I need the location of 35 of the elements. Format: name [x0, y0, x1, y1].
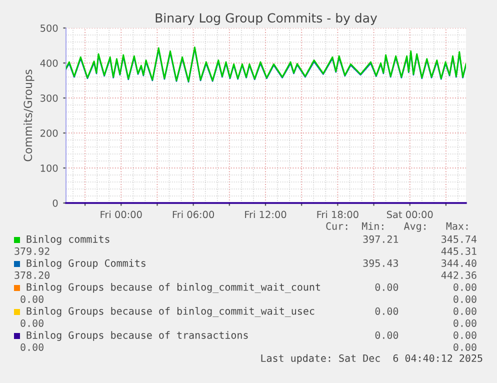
y-tick-label: 0 — [52, 199, 58, 207]
text: 0.00 — [454, 343, 476, 351]
chart-title: Binary Log Group Commits - by day — [156, 12, 378, 26]
text: 0.00 0.00 — [375, 283, 476, 291]
y-tick-label: 200 — [40, 129, 58, 137]
x-tick-label: Fri 18:00 — [317, 210, 358, 218]
y-tick-label: 100 — [40, 164, 58, 172]
text: 0.00 0.00 — [375, 331, 476, 339]
text: Cur: Min: Avg: Max: — [326, 222, 468, 232]
y-tick-label: 400 — [40, 59, 58, 67]
text: 0.00 — [454, 295, 476, 303]
text: 0.00 — [20, 295, 44, 303]
text: 397.21 345.74 — [363, 235, 477, 243]
x-tick-label: Fri 06:00 — [172, 210, 214, 218]
legend-label: Binlog Groups because of binlog_commit_wait_usec — [26, 306, 314, 318]
text: 0.00 0.00 — [375, 307, 476, 315]
y-tick-label: 300 — [40, 94, 58, 102]
text: Last update: Sat Dec 6 04:40:12 2025 — [261, 354, 482, 364]
text: 0.00 — [20, 343, 44, 351]
y-tick-label: 500 — [40, 24, 58, 32]
legend-label: Binlog Groups because of binlog_commit_wait_count — [26, 282, 320, 294]
legend-label: Binlog commits — [26, 235, 110, 245]
text: 445.31 — [441, 247, 476, 255]
x-tick-label: Fri 12:00 — [245, 210, 286, 218]
y-axis-title: Commits/Groups — [23, 70, 34, 162]
x-tick-label: Sat 00:00 — [386, 210, 433, 218]
text: 0.00 — [454, 319, 476, 327]
text: 442.36 — [441, 271, 476, 279]
legend-label: Binlog Group Commits — [26, 259, 146, 269]
legend-label: Binlog Groups because of transactions — [26, 331, 248, 341]
text: 379.92 — [14, 247, 50, 255]
text: 378.20 — [14, 271, 50, 279]
text: 0.00 — [20, 319, 44, 327]
x-tick-label: Fri 00:00 — [100, 210, 142, 218]
text: 395.43 344.40 — [363, 259, 476, 267]
